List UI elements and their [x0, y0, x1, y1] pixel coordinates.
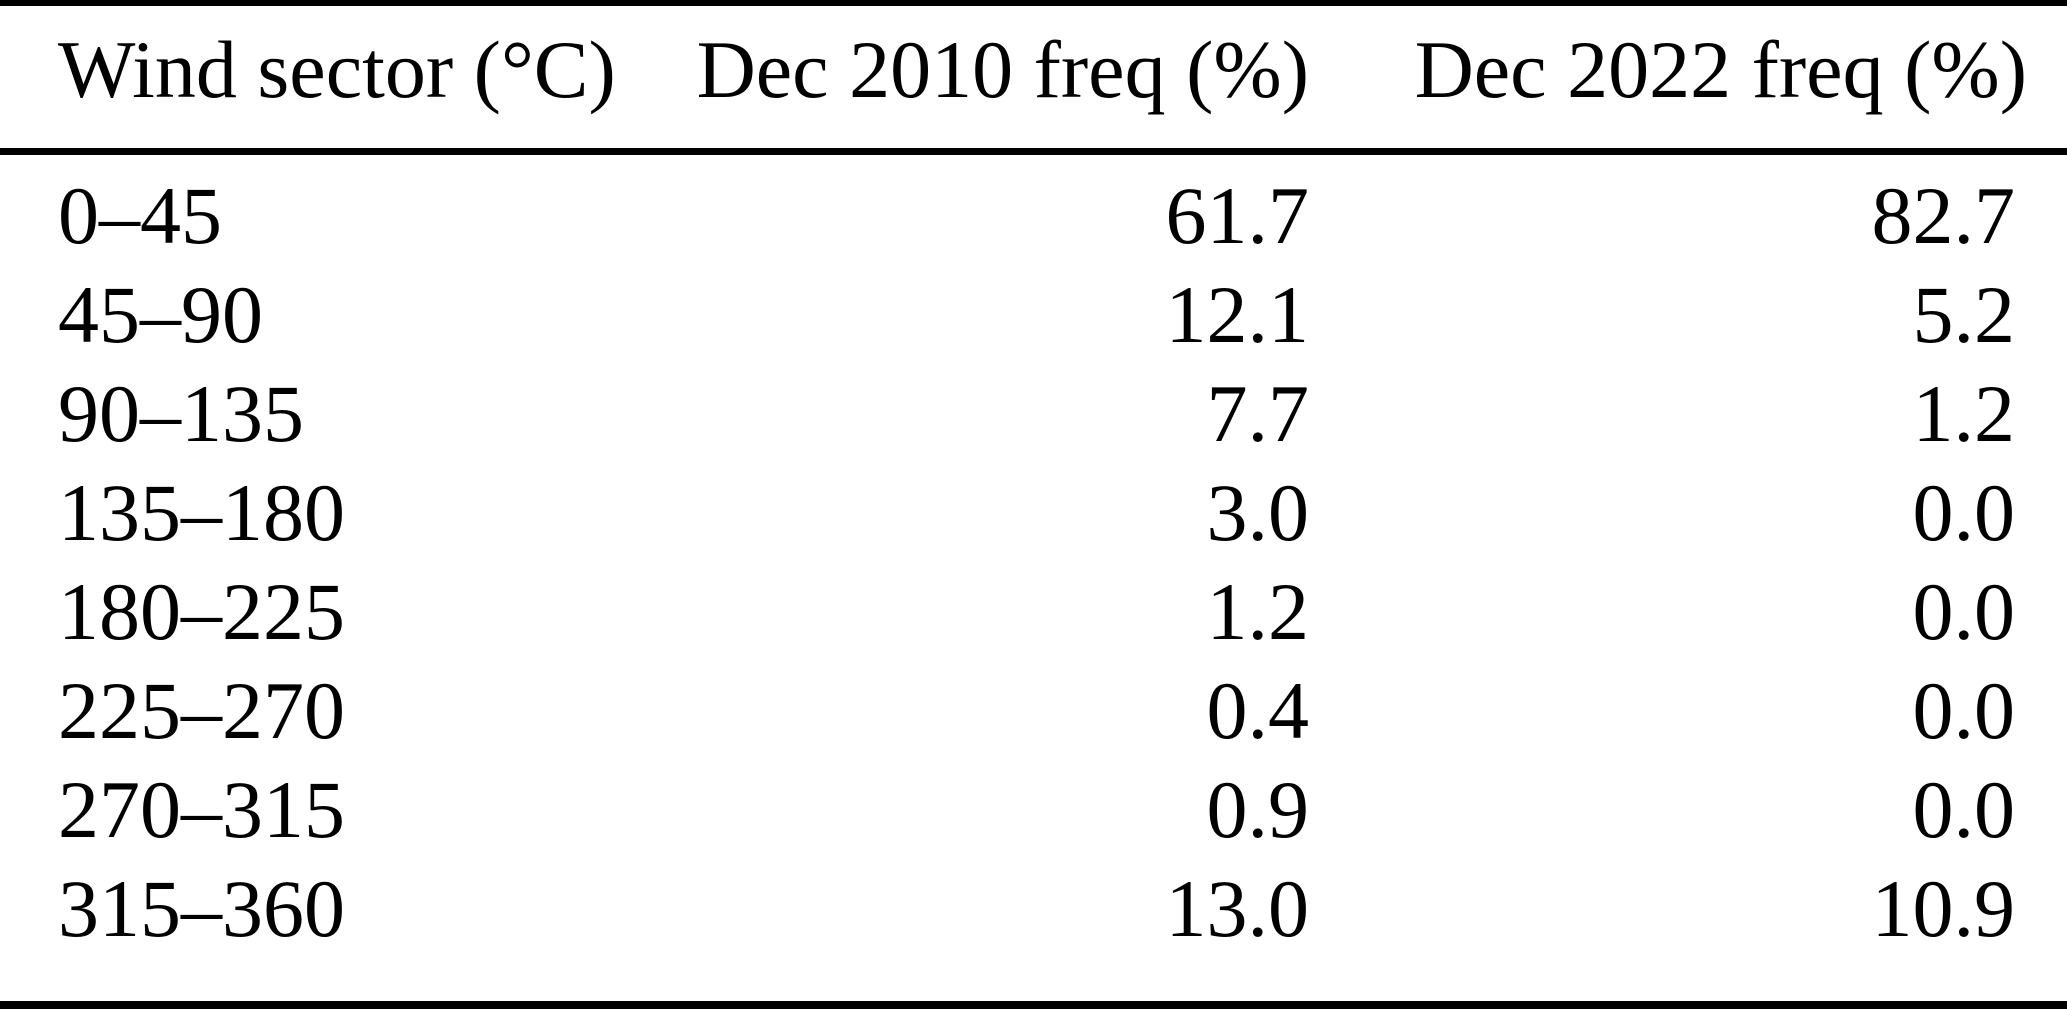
header-dec-2022-freq: Dec 2022 freq (%) — [1315, 3, 2067, 155]
sector-label: 225–270 — [58, 665, 345, 756]
sector-label: 45–90 — [58, 269, 263, 360]
freq-2010-value: 0.9 — [1206, 764, 1310, 855]
sector-label: 135–180 — [58, 467, 345, 558]
table-body: 0–45 61.7 82.7 45–90 12.1 5.2 90–135 7.7… — [0, 152, 2067, 1006]
freq-2010-value: 7.7 — [1206, 368, 1310, 459]
header-row: Wind sector (°C) Dec 2010 freq (%) Dec 2… — [0, 3, 2067, 155]
table-row: 90–135 7.7 1.2 — [0, 364, 2067, 463]
freq-2022-value: 82.7 — [1871, 170, 2016, 261]
sector-label: 315–360 — [58, 863, 345, 954]
sector-label: 90–135 — [58, 368, 304, 459]
table-row: 180–225 1.2 0.0 — [0, 562, 2067, 661]
freq-2010-value: 1.2 — [1206, 566, 1310, 657]
sector-label: 0–45 — [58, 170, 222, 261]
table-header: Wind sector (°C) Dec 2010 freq (%) Dec 2… — [0, 3, 2067, 155]
freq-2022-value: 5.2 — [1912, 269, 2016, 360]
freq-2010-value: 61.7 — [1165, 170, 1310, 261]
header-wind-sector: Wind sector (°C) — [0, 3, 640, 155]
freq-2022-value: 1.2 — [1912, 368, 2016, 459]
sector-label: 270–315 — [58, 764, 345, 855]
header-dec-2010-freq: Dec 2010 freq (%) — [640, 3, 1315, 155]
table-row: 0–45 61.7 82.7 — [0, 152, 2067, 266]
freq-2022-value: 0.0 — [1912, 764, 2016, 855]
freq-2010-value: 13.0 — [1165, 863, 1310, 954]
freq-2010-value: 0.4 — [1206, 665, 1310, 756]
sector-label: 180–225 — [58, 566, 345, 657]
table-row: 135–180 3.0 0.0 — [0, 463, 2067, 562]
table-row: 45–90 12.1 5.2 — [0, 265, 2067, 364]
table-row: 270–315 0.9 0.0 — [0, 760, 2067, 859]
table-row: 315–360 13.0 10.9 — [0, 859, 2067, 1005]
freq-2022-value: 0.0 — [1912, 566, 2016, 657]
freq-2010-value: 12.1 — [1165, 269, 1310, 360]
table-row: 225–270 0.4 0.0 — [0, 661, 2067, 760]
freq-2022-value: 0.0 — [1912, 665, 2016, 756]
freq-2022-value: 0.0 — [1912, 467, 2016, 558]
freq-2010-value: 3.0 — [1206, 467, 1310, 558]
freq-2022-value: 10.9 — [1871, 863, 2016, 954]
